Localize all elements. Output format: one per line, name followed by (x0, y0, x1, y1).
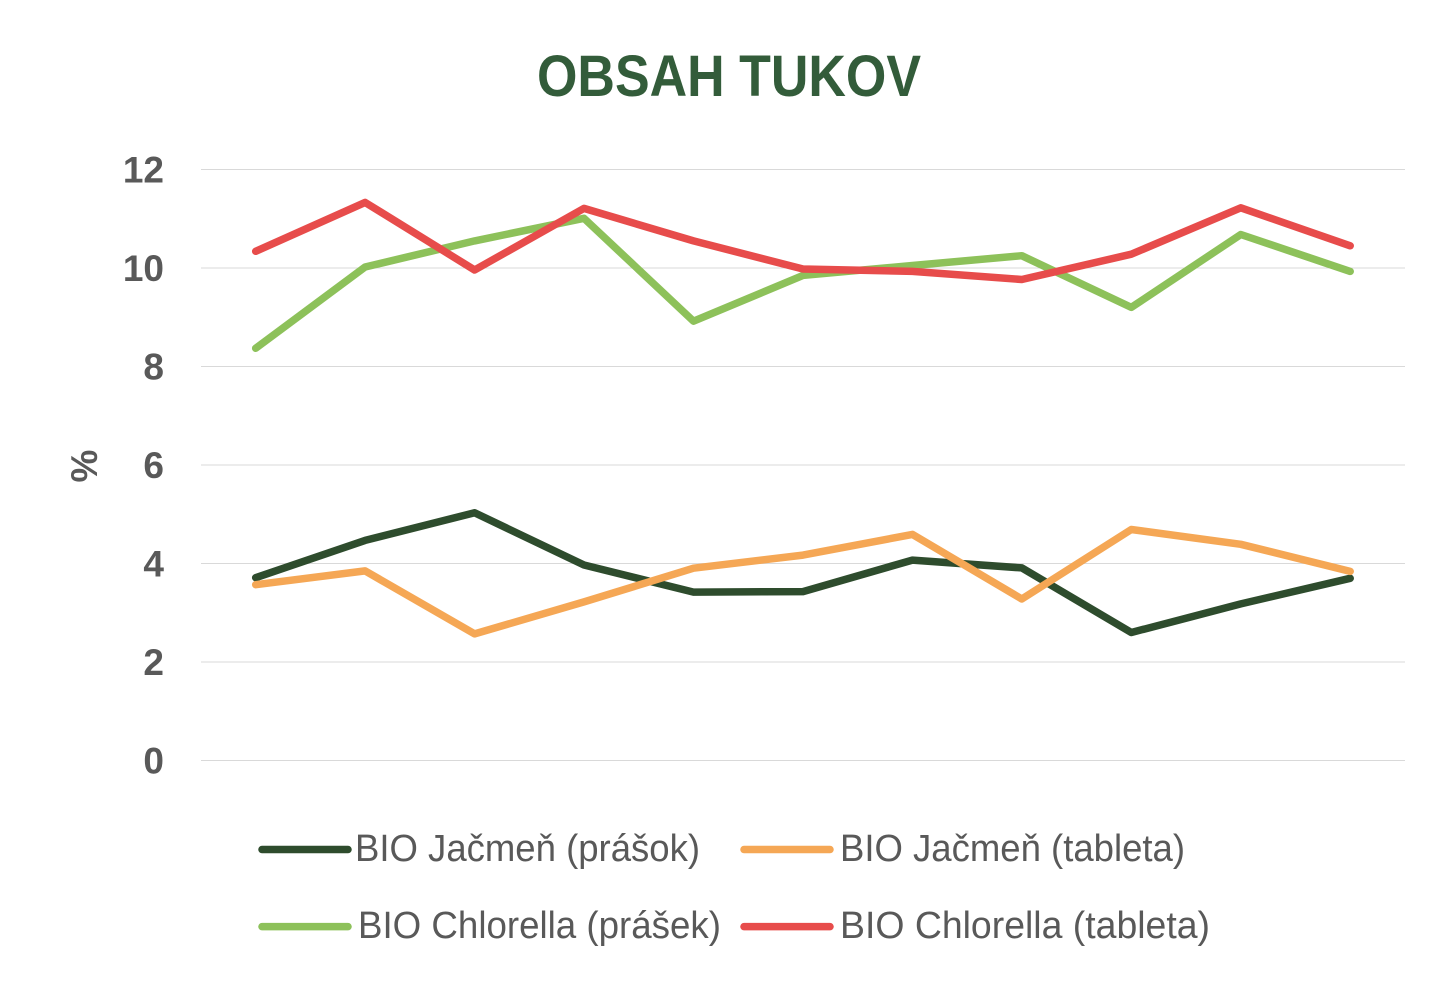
svg-text:%: % (64, 450, 105, 483)
svg-text:6: 6 (143, 445, 164, 486)
svg-text:0: 0 (143, 740, 164, 781)
svg-text:8: 8 (143, 346, 164, 387)
svg-text:BIO Jačmeň (prášok): BIO Jačmeň (prášok) (355, 828, 700, 870)
svg-text:4: 4 (143, 543, 164, 584)
svg-text:BIO Chlorella (tableta): BIO Chlorella (tableta) (840, 905, 1210, 947)
svg-text:10: 10 (123, 248, 164, 289)
svg-text:BIO Jačmeň (tableta): BIO Jačmeň (tableta) (840, 828, 1185, 870)
svg-text:2: 2 (143, 642, 164, 683)
svg-text:12: 12 (123, 149, 164, 190)
svg-text:OBSAH TUKOV: OBSAH TUKOV (537, 44, 921, 109)
svg-text:BIO Chlorella (prášek): BIO Chlorella (prášek) (358, 905, 721, 947)
